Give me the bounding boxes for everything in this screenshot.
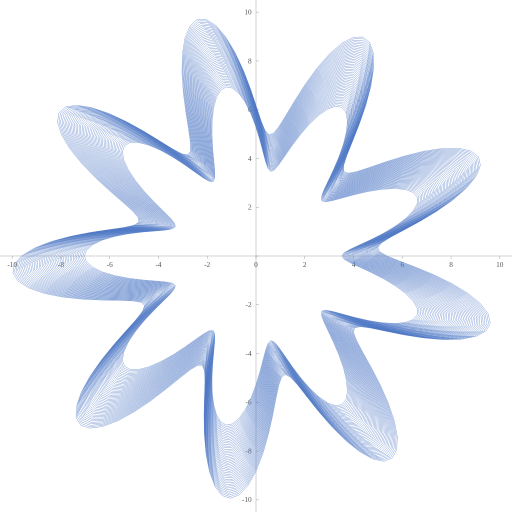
- plot-svg: -10-10-8-8-6-6-4-4-2-20224466881010: [0, 0, 512, 512]
- svg-text:2: 2: [303, 260, 307, 269]
- svg-text:-4: -4: [246, 349, 252, 358]
- svg-text:4: 4: [248, 154, 252, 163]
- svg-text:-10: -10: [242, 495, 252, 504]
- polar-plot: -10-10-8-8-6-6-4-4-2-20224466881010: [0, 0, 512, 512]
- svg-text:10: 10: [244, 8, 252, 17]
- svg-text:2: 2: [248, 203, 252, 212]
- svg-text:-4: -4: [155, 260, 161, 269]
- svg-text:0: 0: [254, 260, 258, 269]
- svg-text:-2: -2: [204, 260, 210, 269]
- svg-text:-6: -6: [107, 260, 113, 269]
- svg-text:8: 8: [449, 260, 453, 269]
- svg-text:-2: -2: [246, 300, 252, 309]
- svg-text:10: 10: [496, 260, 504, 269]
- svg-text:8: 8: [248, 56, 252, 65]
